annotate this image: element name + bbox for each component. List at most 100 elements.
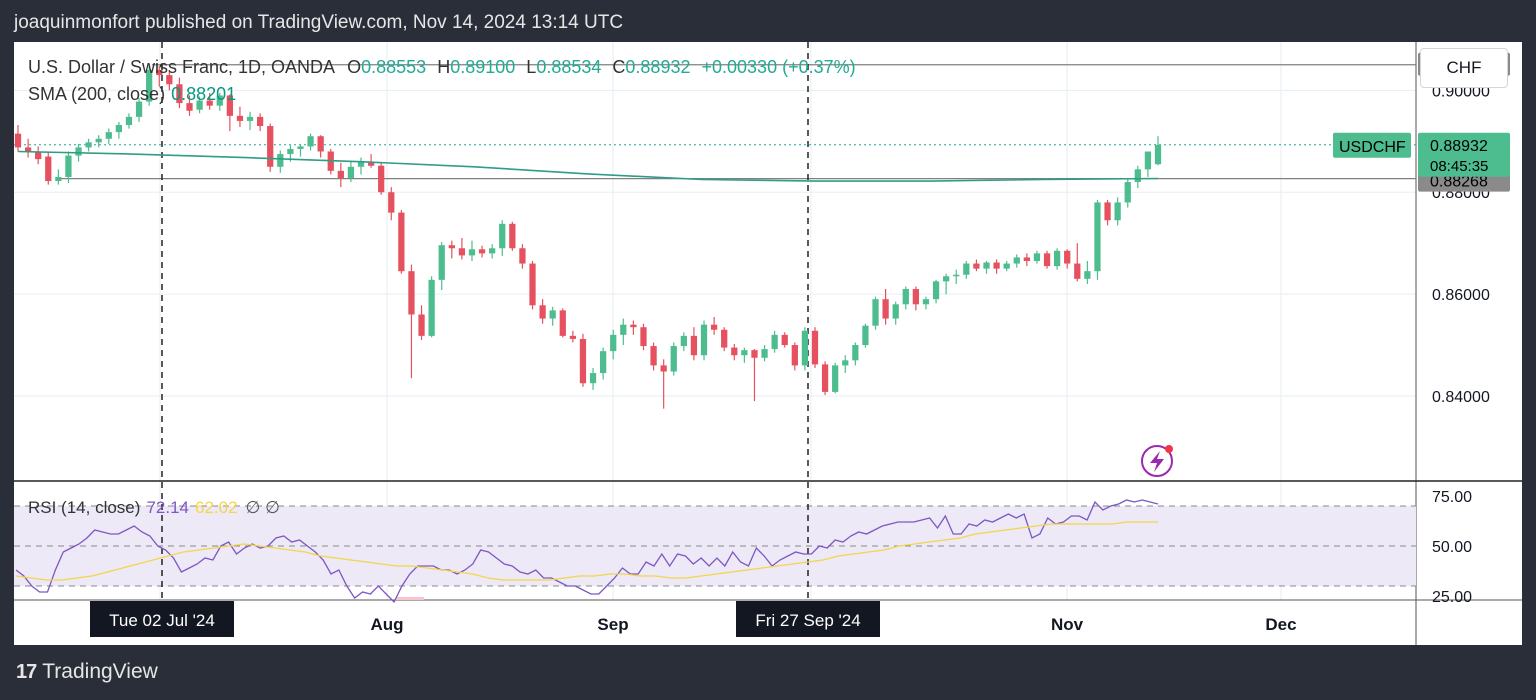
candle-body[interactable] [45, 156, 52, 182]
candle-body[interactable] [902, 289, 909, 305]
candle-body[interactable] [680, 335, 687, 347]
candle-body[interactable] [408, 271, 415, 315]
candle-body[interactable] [650, 346, 657, 366]
symbol-title[interactable]: U.S. Dollar / Swiss Franc, 1D, OANDA [28, 57, 335, 77]
currency-button[interactable]: CHF [1420, 48, 1508, 88]
candle-body[interactable] [1013, 257, 1020, 264]
candle-body[interactable] [791, 345, 798, 366]
candle-body[interactable] [559, 310, 566, 336]
candle-body[interactable] [862, 325, 869, 346]
footer-brand[interactable]: 17 TradingView [16, 660, 158, 684]
candle-body[interactable] [297, 146, 304, 149]
candle-body[interactable] [771, 334, 778, 350]
candle-body[interactable] [610, 334, 617, 352]
candle-body[interactable] [206, 100, 213, 106]
candle-body[interactable] [186, 103, 193, 111]
candle-body[interactable] [1094, 202, 1101, 272]
chart-panel[interactable]: 0.90000 0.88000 0.86000 0.84000 75.00 50.00 25… [14, 42, 1522, 645]
candle-body[interactable] [660, 365, 667, 372]
candle-body[interactable] [448, 245, 455, 249]
candle-body[interactable] [1023, 257, 1030, 261]
candle-body[interactable] [973, 263, 980, 269]
chart-svg[interactable]: 0.900000.880000.860000.8400075.0050.0025… [14, 42, 1522, 645]
candle-body[interactable] [95, 138, 102, 143]
candle-body[interactable] [55, 176, 62, 182]
candle-body[interactable] [852, 345, 859, 361]
candle-body[interactable] [378, 165, 385, 193]
candle-body[interactable] [932, 281, 940, 300]
candle-body[interactable] [700, 324, 708, 356]
candle-body[interactable] [85, 142, 92, 148]
candle-body[interactable] [35, 151, 42, 160]
candle-body[interactable] [1053, 250, 1061, 267]
candle-body[interactable] [670, 346, 677, 372]
candle-body[interactable] [1114, 202, 1121, 221]
candle-body[interactable] [438, 245, 445, 280]
candle-body[interactable] [216, 95, 223, 106]
candle-body[interactable] [761, 349, 768, 358]
candle-body[interactable] [105, 132, 112, 139]
candle-body[interactable] [499, 223, 506, 249]
candle-body[interactable] [398, 212, 405, 272]
candle-body[interactable] [963, 263, 970, 275]
candle-body[interactable] [1144, 151, 1152, 170]
rsi-legend[interactable]: RSI (14, close) 72.14 62.02 ∅ ∅ [28, 498, 280, 518]
candle-body[interactable] [367, 161, 375, 166]
candle-body[interactable] [277, 154, 284, 167]
candle-body[interactable] [509, 223, 516, 249]
lightning-icon[interactable] [1141, 445, 1173, 477]
candle-body[interactable] [579, 338, 587, 384]
candle-body[interactable] [872, 299, 879, 326]
candle-body[interactable] [640, 327, 647, 347]
candle-body[interactable] [115, 125, 123, 133]
candle-body[interactable] [287, 148, 294, 155]
candle-body[interactable] [388, 192, 395, 213]
candle-body[interactable] [801, 330, 809, 366]
candle-body[interactable] [539, 305, 546, 319]
sma-legend[interactable]: SMA (200, close) 0.88201 [28, 84, 236, 105]
candle-body[interactable] [1064, 250, 1071, 264]
candle-body[interactable] [832, 365, 839, 392]
candle-body[interactable] [620, 324, 627, 335]
candle-body[interactable] [135, 101, 143, 117]
candle-body[interactable] [65, 155, 72, 177]
candle-body[interactable] [741, 350, 748, 356]
candle-body[interactable] [731, 347, 738, 356]
candle-body[interactable] [146, 70, 153, 102]
candle-body[interactable] [710, 324, 718, 330]
candle-body[interactable] [256, 116, 264, 127]
candle-body[interactable] [428, 279, 435, 336]
candle-body[interactable] [458, 248, 466, 256]
candle-body[interactable] [1104, 202, 1111, 221]
candle-body[interactable] [892, 304, 899, 319]
candle-body[interactable] [953, 274, 960, 277]
candle-body[interactable] [478, 249, 486, 254]
candle-body[interactable] [630, 324, 637, 328]
candle-body[interactable] [821, 364, 829, 392]
candle-body[interactable] [1033, 253, 1041, 261]
candle-body[interactable] [912, 289, 920, 305]
candle-body[interactable] [1154, 144, 1162, 165]
candle-body[interactable] [347, 166, 355, 178]
candle-body[interactable] [983, 262, 990, 269]
candle-body[interactable] [1003, 263, 1010, 269]
candle-body[interactable] [226, 95, 233, 116]
candle-body[interactable] [882, 299, 889, 319]
candle-body[interactable] [75, 147, 82, 156]
candle-body[interactable] [125, 116, 133, 126]
candle-body[interactable] [236, 115, 244, 121]
candle-body[interactable] [600, 351, 607, 374]
candle-body[interactable] [519, 248, 526, 264]
candle-body[interactable] [1074, 263, 1081, 279]
candle-body[interactable] [468, 249, 476, 256]
candle-body[interactable] [357, 161, 365, 167]
candle-body[interactable] [1134, 169, 1141, 183]
candle-body[interactable] [176, 84, 183, 104]
symbol-tag[interactable] [1333, 132, 1411, 158]
candle-body[interactable] [337, 170, 344, 178]
candle-body[interactable] [24, 147, 32, 152]
candle-body[interactable] [811, 330, 819, 365]
candle-body[interactable] [993, 262, 1000, 269]
candle-body[interactable] [781, 334, 788, 346]
candle-body[interactable] [307, 136, 314, 147]
